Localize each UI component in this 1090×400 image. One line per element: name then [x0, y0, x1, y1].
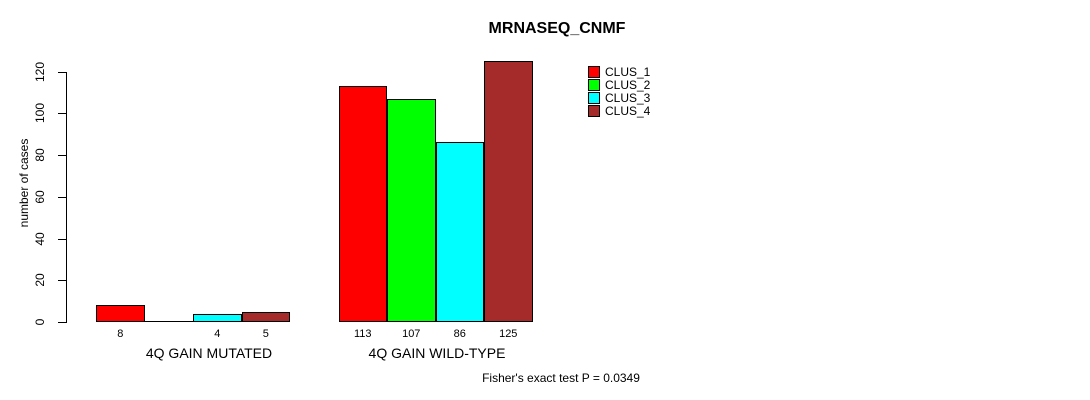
bar-value-label: 8	[117, 328, 124, 340]
bar-value-label: 86	[453, 328, 466, 340]
legend-swatch-clus_4	[588, 104, 600, 117]
fisher-test-annotation: Fisher's exact test P = 0.0349	[482, 371, 640, 385]
y-tick-mark	[58, 280, 66, 282]
bar-value-label: 113	[353, 328, 372, 340]
bar-clus_1-group2	[338, 86, 387, 322]
legend-swatch-clus_2	[588, 78, 600, 91]
legend-item-clus_1: CLUS_1	[588, 65, 650, 78]
legend-label: CLUS_4	[605, 103, 651, 118]
bar-clus_2-group1	[144, 321, 193, 322]
legend-swatch-clus_1	[588, 65, 600, 78]
bar-clus_3-group1	[193, 314, 242, 322]
legend-label: CLUS_3	[605, 90, 651, 105]
y-tick-label: 100	[33, 103, 47, 124]
y-tick-mark	[58, 113, 66, 115]
bar-clus_4-group2	[484, 61, 533, 322]
legend: CLUS_1 CLUS_2 CLUS_3 CLUS_4	[588, 65, 650, 117]
y-tick-mark	[58, 71, 66, 73]
bar-clus_2-group2	[387, 99, 436, 322]
chart-title: MRNASEQ_CNMF	[488, 20, 626, 37]
bar-value-label: 5	[262, 328, 269, 340]
legend-label: CLUS_2	[605, 77, 651, 92]
bar-clus_1-group1	[96, 305, 145, 322]
y-tick-mark	[58, 238, 66, 240]
y-tick-mark	[58, 196, 66, 198]
bar-clus_3-group2	[435, 142, 484, 322]
y-tick-mark	[58, 155, 66, 156]
legend-label: CLUS_1	[605, 64, 651, 79]
bar-value-label: 107	[402, 328, 421, 340]
y-tick-mark	[58, 322, 66, 323]
y-tick-label: 20	[33, 273, 47, 287]
bar-value-label: 4	[214, 328, 221, 340]
y-tick-label: 80	[33, 148, 47, 162]
bar-clus_4-group1	[241, 312, 290, 322]
y-tick-label: 60	[33, 190, 47, 204]
y-tick-label: 120	[33, 61, 47, 82]
y-tick-label: 0	[33, 318, 47, 326]
legend-item-clus_4: CLUS_4	[588, 104, 650, 117]
legend-swatch-clus_3	[588, 91, 600, 104]
legend-item-clus_3: CLUS_3	[588, 91, 650, 104]
y-axis-line	[66, 71, 67, 323]
category-label-group1: 4Q GAIN MUTATED	[145, 345, 273, 361]
category-label-group2: 4Q GAIN WILD-TYPE	[368, 345, 506, 361]
legend-item-clus_2: CLUS_2	[588, 78, 650, 91]
bar-value-label: 125	[499, 328, 518, 340]
y-axis-title: number of cases	[17, 138, 31, 228]
y-tick-label: 40	[33, 231, 47, 246]
